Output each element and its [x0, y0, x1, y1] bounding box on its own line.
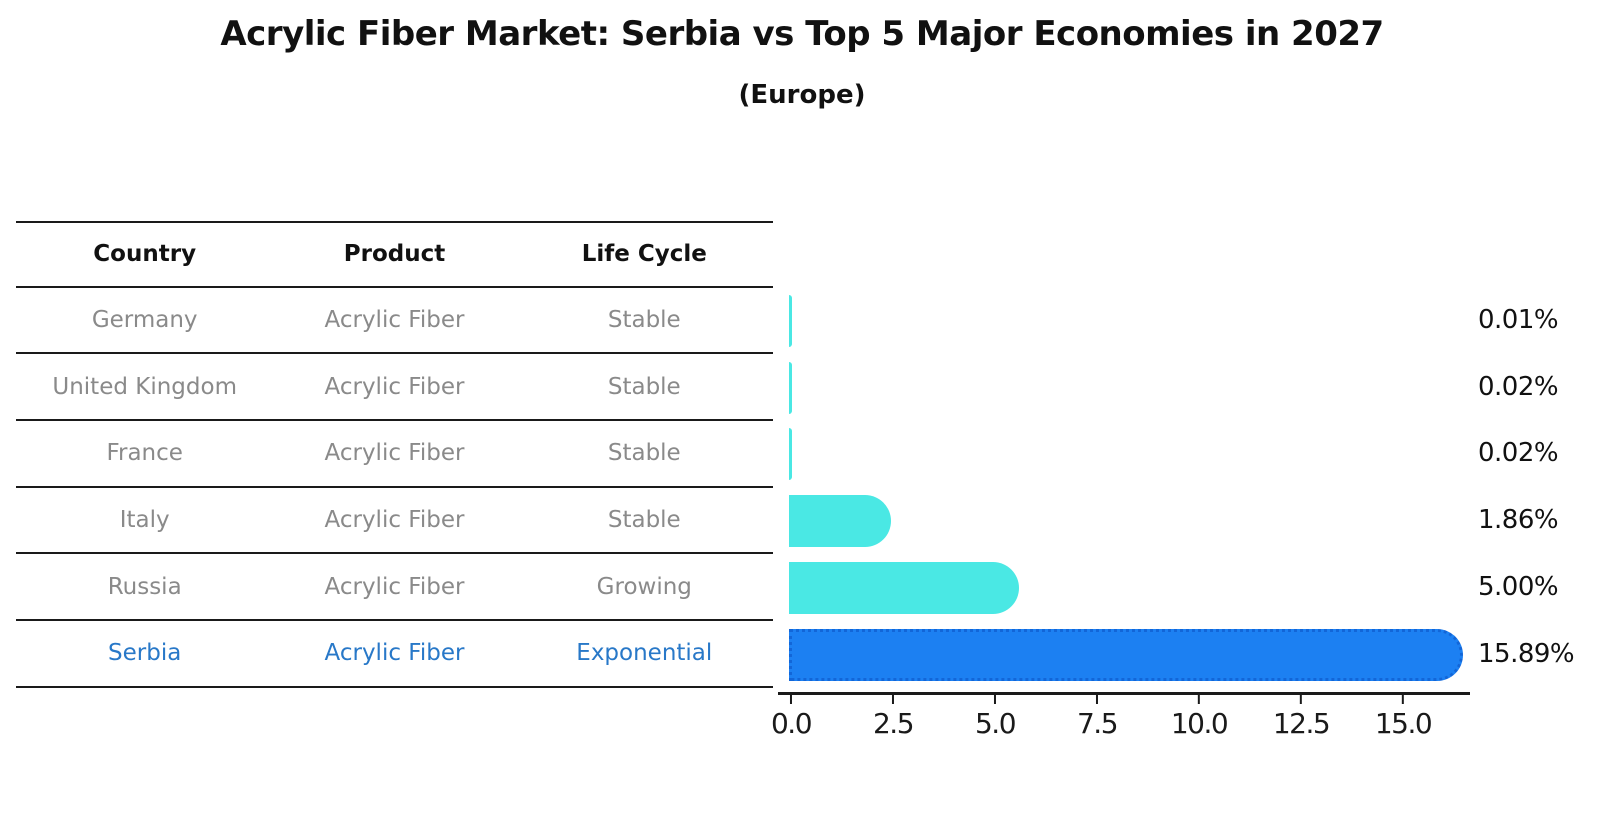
x-tick-mark: [789, 695, 793, 704]
cell-product: Acrylic Fiber: [324, 640, 465, 667]
bar-germany: [789, 295, 792, 347]
table-row-italy: Italy Acrylic Fiber Stable: [16, 488, 773, 555]
cell-country: France: [106, 440, 183, 467]
value-label-russia: 5.00%: [1478, 571, 1559, 602]
x-tick-mark: [1095, 695, 1099, 704]
cell-country: Russia: [107, 573, 182, 600]
cell-product: Acrylic Fiber: [324, 507, 465, 534]
cell-life-cycle: Growing: [596, 573, 692, 600]
value-label-united-kingdom: 0.02%: [1478, 371, 1559, 402]
x-tick-label: 15.0: [1374, 707, 1433, 740]
cell-country: Serbia: [108, 640, 182, 667]
value-label-germany: 0.01%: [1478, 305, 1559, 335]
cell-life-cycle: Stable: [607, 507, 681, 534]
x-tick-mark: [1401, 695, 1405, 704]
value-label-france: 0.02%: [1478, 438, 1559, 469]
chart-subtitle: (Europe): [738, 80, 866, 110]
cell-life-cycle: Stable: [607, 373, 681, 400]
table-header-row: Country Product Life Cycle: [16, 221, 773, 288]
table-row-russia: Russia Acrylic Fiber Growing: [16, 554, 773, 622]
bar-plot-area: 0.0 2.5 5.0 7.5 10.0 12.5 15.0: [771, 221, 1470, 761]
x-tick-6: 15.0: [1374, 695, 1433, 740]
table-row-united-kingdom: United Kingdom Acrylic Fiber Stable: [16, 354, 773, 422]
bar-united-kingdom: [789, 361, 792, 414]
x-tick-mark: [891, 695, 895, 704]
cell-product: Acrylic Fiber: [324, 373, 465, 400]
bar-serbia: [789, 628, 1464, 681]
cell-product: Acrylic Fiber: [324, 440, 465, 467]
x-tick-mark: [993, 695, 997, 704]
table-row-serbia: Serbia Acrylic Fiber Exponential: [16, 621, 773, 688]
value-label-italy: 1.86%: [1478, 505, 1559, 536]
table-row-germany: Germany Acrylic Fiber Stable: [16, 288, 773, 355]
table-row-france: France Acrylic Fiber Stable: [16, 421, 773, 488]
cell-life-cycle: Stable: [607, 307, 681, 334]
cell-life-cycle: Stable: [607, 440, 681, 467]
x-tick-label: 7.5: [1076, 707, 1119, 740]
x-axis-line: [778, 692, 1470, 695]
x-tick-label: 12.5: [1272, 707, 1331, 740]
x-tick-0: 0.0: [770, 695, 813, 740]
value-label-serbia: 15.89%: [1478, 638, 1575, 669]
cell-life-cycle: Exponential: [576, 640, 713, 667]
x-tick-mark: [1299, 695, 1303, 704]
x-tick-1: 2.5: [872, 695, 915, 740]
x-tick-label: 2.5: [872, 707, 915, 740]
column-header-country: Country: [93, 241, 197, 268]
x-tick-5: 12.5: [1272, 695, 1331, 740]
column-header-product: Product: [343, 241, 446, 268]
x-tick-label: 0.0: [770, 707, 813, 740]
x-tick-3: 7.5: [1076, 695, 1119, 740]
x-tick-mark: [1197, 695, 1201, 704]
data-table: Country Product Life Cycle Germany Acryl…: [16, 221, 773, 688]
cell-product: Acrylic Fiber: [324, 573, 465, 600]
x-tick-label: 5.0: [974, 707, 1017, 740]
cell-country: United Kingdom: [52, 373, 237, 400]
bar-russia: [789, 561, 1019, 614]
chart-title: Acrylic Fiber Market: Serbia vs Top 5 Ma…: [220, 14, 1384, 54]
bar-italy: [789, 495, 891, 548]
x-tick-4: 10.0: [1170, 695, 1229, 740]
bar-france: [789, 428, 792, 481]
x-tick-2: 5.0: [974, 695, 1017, 740]
cell-country: Italy: [119, 507, 170, 534]
x-tick-label: 10.0: [1170, 707, 1229, 740]
cell-product: Acrylic Fiber: [324, 307, 465, 334]
column-header-life-cycle: Life Cycle: [581, 241, 707, 268]
cell-country: Germany: [91, 307, 198, 334]
